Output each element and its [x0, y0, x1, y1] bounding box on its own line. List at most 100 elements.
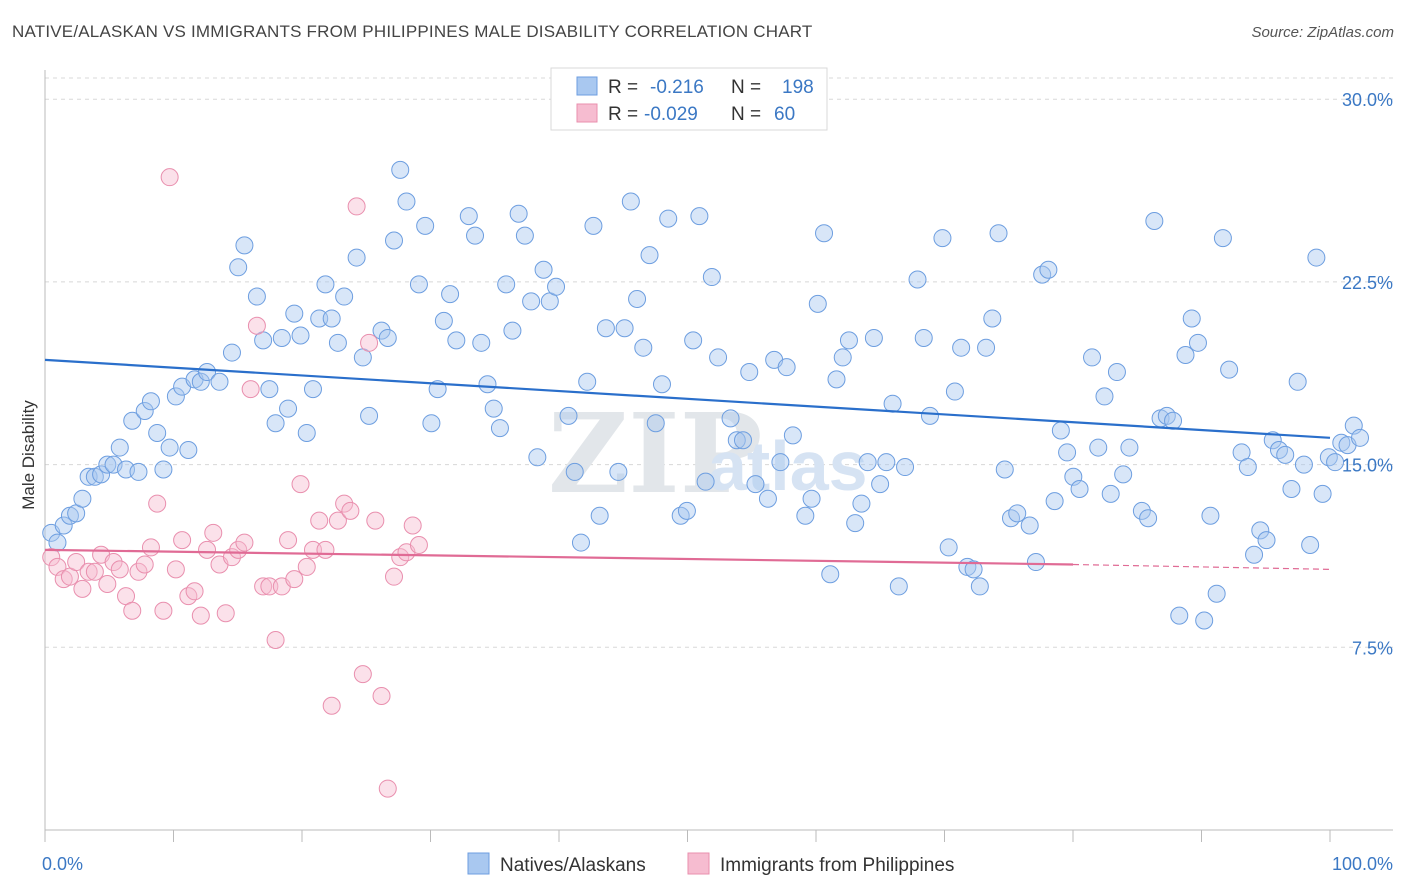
- point-natives: [141, 392, 160, 411]
- point-philippines: [104, 553, 123, 572]
- point-philippines: [166, 560, 185, 579]
- point-natives: [821, 565, 840, 584]
- point-natives: [734, 431, 753, 450]
- point-philippines: [285, 570, 304, 589]
- point-philippines: [191, 606, 210, 625]
- series-natives-points: [42, 160, 1370, 630]
- point-philippines: [254, 577, 273, 596]
- stats-r-label-1: R =: [608, 77, 638, 98]
- point-natives: [721, 409, 740, 428]
- y-axis-title: Male Disability: [19, 400, 38, 510]
- point-natives: [98, 455, 117, 474]
- point-natives: [1238, 458, 1257, 477]
- point-natives: [441, 285, 460, 304]
- point-natives: [827, 370, 846, 389]
- point-natives: [871, 475, 890, 494]
- point-philippines: [79, 562, 98, 581]
- point-natives: [839, 331, 858, 350]
- point-philippines: [173, 531, 192, 550]
- point-natives: [1319, 448, 1338, 467]
- point-natives: [1033, 265, 1052, 284]
- point-philippines: [148, 494, 167, 513]
- stats-r-label-2: R =: [608, 104, 638, 125]
- point-natives: [640, 246, 659, 265]
- legend: Natives/Alaskans Immigrants from Philipp…: [467, 852, 954, 876]
- point-philippines: [110, 560, 129, 579]
- point-natives: [422, 414, 441, 433]
- chart-title: NATIVE/ALASKAN VS IMMIGRANTS FROM PHILIP…: [12, 22, 813, 41]
- point-natives: [459, 207, 478, 226]
- point-philippines: [291, 475, 310, 494]
- point-philippines: [341, 501, 360, 520]
- point-natives: [1176, 346, 1195, 364]
- point-natives: [1145, 212, 1164, 231]
- point-philippines: [409, 536, 428, 554]
- point-natives: [515, 226, 534, 245]
- point-natives: [1095, 387, 1114, 406]
- point-natives: [559, 406, 578, 425]
- point-natives: [690, 207, 709, 226]
- point-natives: [590, 506, 609, 525]
- point-natives: [628, 289, 647, 308]
- point-natives: [409, 275, 428, 294]
- point-philippines: [141, 538, 160, 557]
- point-natives: [652, 375, 671, 394]
- point-natives: [1001, 509, 1020, 528]
- stats-n-label-1: N =: [731, 77, 761, 98]
- point-natives: [123, 411, 142, 430]
- point-natives: [808, 294, 827, 313]
- point-natives: [634, 338, 653, 357]
- point-natives: [92, 465, 111, 484]
- point-natives: [671, 506, 690, 525]
- point-philippines: [247, 316, 266, 335]
- point-philippines: [198, 540, 217, 559]
- point-natives: [1101, 484, 1120, 503]
- point-philippines: [360, 333, 379, 352]
- stats-n-value-1: 198: [782, 77, 814, 98]
- point-natives: [73, 489, 92, 508]
- point-philippines: [366, 511, 385, 530]
- point-natives: [509, 204, 528, 223]
- point-philippines: [297, 557, 316, 576]
- point-natives: [1045, 492, 1064, 511]
- point-natives: [796, 506, 815, 525]
- point-natives: [964, 560, 983, 579]
- point-philippines: [67, 553, 86, 572]
- point-natives: [222, 343, 241, 362]
- point-philippines: [216, 604, 235, 623]
- point-natives: [727, 431, 746, 450]
- point-natives: [416, 216, 435, 235]
- point-philippines: [266, 631, 285, 649]
- point-natives: [952, 338, 971, 357]
- point-philippines: [260, 577, 279, 596]
- point-natives: [939, 538, 958, 557]
- point-philippines: [322, 696, 341, 715]
- point-natives: [571, 533, 590, 552]
- point-natives: [883, 394, 902, 413]
- point-natives: [783, 426, 802, 445]
- point-natives: [740, 363, 759, 382]
- point-natives: [920, 406, 939, 425]
- point-natives: [977, 338, 996, 357]
- point-natives: [347, 248, 366, 267]
- trend-philippines: [44, 548, 1074, 566]
- point-natives: [310, 309, 329, 328]
- point-natives: [303, 380, 322, 399]
- legend-swatch-philippines: [687, 852, 710, 875]
- stats-n-value-2: 60: [774, 104, 795, 125]
- point-natives: [696, 472, 715, 491]
- point-natives: [148, 423, 167, 442]
- x-tick-label-right: 100.0%: [1332, 854, 1393, 874]
- point-natives: [1132, 501, 1151, 520]
- point-natives: [272, 328, 291, 347]
- point-natives: [503, 321, 522, 340]
- point-natives: [1089, 438, 1108, 457]
- point-natives: [815, 224, 834, 243]
- stats-r-value-2: -0.029: [644, 104, 698, 125]
- point-natives: [1276, 445, 1295, 464]
- legend-label-natives: Natives/Alaskans: [500, 855, 646, 876]
- point-philippines: [235, 533, 254, 552]
- point-natives: [1026, 553, 1045, 572]
- point-natives: [1195, 611, 1214, 630]
